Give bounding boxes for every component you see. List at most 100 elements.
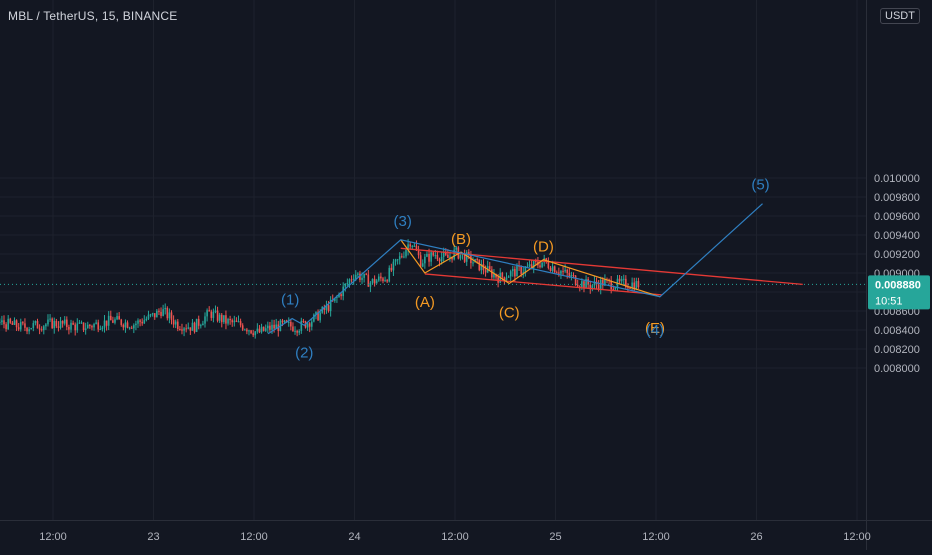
candle-body <box>28 329 30 332</box>
candle-body <box>210 311 213 318</box>
candle-body <box>382 278 384 282</box>
candle <box>300 317 303 334</box>
price-tick-label: 0.008200 <box>874 344 920 356</box>
candle-body <box>216 310 219 321</box>
candle <box>384 276 386 282</box>
candle-body <box>124 322 127 328</box>
candle <box>246 327 248 335</box>
candle <box>166 306 169 321</box>
candle <box>432 251 435 257</box>
candle-body <box>151 313 154 315</box>
candle-body <box>547 262 550 268</box>
candle-body <box>394 259 397 262</box>
candle-body <box>315 311 317 315</box>
candle <box>187 322 190 330</box>
candle-body <box>323 307 326 310</box>
candle <box>258 325 261 334</box>
time-tick-label: 12:00 <box>39 531 67 543</box>
candle <box>570 271 573 281</box>
candle <box>419 251 422 268</box>
candle-body <box>260 326 263 333</box>
candle-body <box>367 274 370 287</box>
candle-body <box>313 314 315 322</box>
candle <box>208 306 210 312</box>
candle-body <box>57 326 60 328</box>
candle <box>292 322 294 332</box>
candle-body <box>373 278 376 284</box>
candle-body <box>566 269 569 274</box>
candle-body <box>421 263 424 267</box>
candle <box>398 252 401 265</box>
candle <box>287 317 290 327</box>
candle <box>206 308 208 322</box>
candle-body <box>631 282 633 289</box>
candle <box>583 280 585 293</box>
candle <box>105 320 108 331</box>
candle-body <box>275 324 277 329</box>
candle <box>193 321 196 334</box>
candle-body <box>417 250 420 256</box>
candle <box>478 259 481 272</box>
candle-body <box>453 249 455 260</box>
correction-wave-label: (E) <box>645 320 665 337</box>
candle <box>55 318 58 329</box>
candle-body <box>493 274 495 278</box>
candle <box>587 276 589 289</box>
candle <box>45 323 47 330</box>
candle <box>413 242 416 247</box>
candle-body <box>354 274 357 279</box>
candle <box>32 320 35 332</box>
candle-body <box>271 324 273 330</box>
candle <box>377 273 380 282</box>
candle <box>463 249 466 263</box>
candle-body <box>36 321 39 329</box>
candle-body <box>401 256 403 258</box>
candle-body <box>103 320 106 328</box>
candle-body <box>290 321 292 327</box>
candle-body <box>449 256 451 258</box>
candle <box>36 318 39 329</box>
candle-body <box>572 275 575 277</box>
candle <box>250 329 252 335</box>
candle <box>107 311 110 331</box>
correction-wave-label: (B) <box>451 231 471 248</box>
candle <box>488 261 491 271</box>
candle-body <box>239 321 242 326</box>
candle-body <box>620 279 623 282</box>
candle-body <box>386 280 388 282</box>
candle <box>7 315 9 330</box>
candle-body <box>179 328 181 330</box>
candle <box>254 330 257 339</box>
candle <box>218 312 221 323</box>
candle <box>22 321 24 326</box>
candle-body <box>388 267 391 282</box>
candle-body <box>455 247 458 250</box>
candle <box>547 257 550 270</box>
candle <box>329 296 332 317</box>
candle-body <box>183 328 185 331</box>
candle-body <box>495 274 497 278</box>
candle-body <box>516 265 518 277</box>
candle-body <box>459 254 462 259</box>
candle <box>256 323 259 334</box>
candle <box>267 321 269 334</box>
candle <box>618 275 621 285</box>
price-tick-label: 0.009800 <box>874 192 920 204</box>
candle-body <box>396 259 399 261</box>
candle-body <box>84 328 87 330</box>
candle-body <box>403 256 405 258</box>
candle <box>591 284 594 292</box>
candle <box>1 315 3 326</box>
currency-selector[interactable]: USDT <box>880 8 920 24</box>
candle <box>620 275 623 285</box>
candle-body <box>133 325 135 329</box>
candle <box>323 304 326 315</box>
candle <box>141 318 143 326</box>
candle <box>313 313 315 323</box>
candle-body <box>340 294 342 297</box>
candle <box>294 326 296 335</box>
candle-body <box>622 278 625 280</box>
candle <box>220 312 223 328</box>
